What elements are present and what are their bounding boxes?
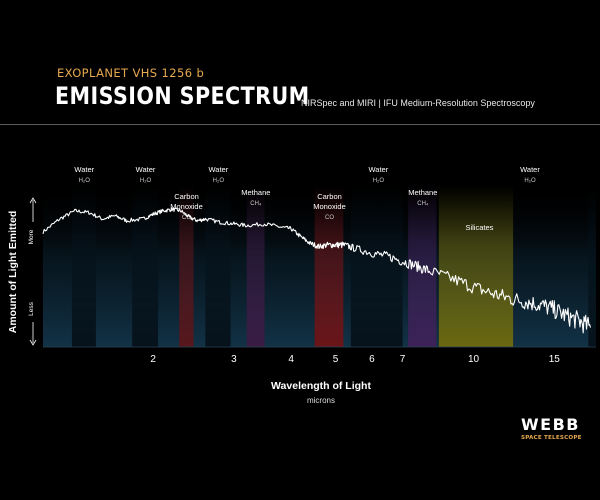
band-2 bbox=[179, 185, 194, 347]
x-tick-4: 6 bbox=[369, 354, 375, 365]
band-label-9: Water bbox=[520, 165, 540, 174]
x-tick-7: 15 bbox=[549, 354, 561, 365]
band-8 bbox=[438, 185, 514, 347]
band-4 bbox=[246, 185, 265, 347]
band-formula-0: H₂O bbox=[79, 178, 91, 184]
page-title: EMISSION SPECTRUM bbox=[55, 82, 310, 110]
y-arrowhead-up bbox=[29, 197, 37, 204]
band-9 bbox=[588, 185, 596, 347]
x-tick-labels: 2 3 4 5 6 7 10 15 bbox=[150, 354, 560, 365]
axes bbox=[29, 197, 596, 348]
band-label-6: Water bbox=[369, 165, 389, 174]
x-tick-6: 10 bbox=[468, 354, 480, 365]
spectrum-line bbox=[42, 207, 592, 334]
y-axis-label: Amount of Light Emitted bbox=[7, 211, 19, 333]
band-label-5-0: Carbon bbox=[317, 192, 342, 201]
band-formula-4: CH₄ bbox=[250, 201, 262, 207]
webb-logo: WEBB SPACE TELESCOPE bbox=[521, 415, 582, 442]
logo-subline: SPACE TELESCOPE bbox=[521, 435, 582, 441]
instrument-subtitle: NIRSpec and MIRI | IFU Medium-Resolution… bbox=[301, 98, 535, 108]
x-tick-1: 3 bbox=[231, 354, 237, 365]
band-label-3: Water bbox=[208, 165, 228, 174]
band-label-1: Water bbox=[136, 165, 156, 174]
band-6 bbox=[350, 185, 403, 347]
x-axis-units: microns bbox=[307, 396, 335, 405]
band-formula-6: H₂O bbox=[373, 178, 385, 184]
band-label-4: Methane bbox=[241, 188, 270, 197]
band-label-8: Silicates bbox=[465, 223, 493, 232]
x-tick-2: 4 bbox=[288, 354, 294, 365]
x-tick-5: 7 bbox=[400, 354, 406, 365]
band-formula-7: CH₄ bbox=[417, 201, 429, 207]
y-arrowhead-down bbox=[29, 339, 37, 346]
band-formula-3: H₂O bbox=[213, 178, 225, 184]
band-formula-5: CO bbox=[325, 215, 334, 221]
y-more-label: More bbox=[28, 229, 35, 244]
band-formula-1: H₂O bbox=[140, 178, 152, 184]
band-1 bbox=[132, 185, 159, 347]
header-divider bbox=[0, 124, 600, 125]
x-tick-3: 5 bbox=[333, 354, 339, 365]
band-labels: WaterH₂OWaterH₂OCarbonMonoxideCOWaterH₂O… bbox=[74, 165, 540, 232]
supertitle: EXOPLANET VHS 1256 b bbox=[57, 66, 205, 80]
x-tick-0: 2 bbox=[150, 354, 156, 365]
y-less-label: Less bbox=[28, 301, 35, 315]
band-label-2-1: Monoxide bbox=[170, 202, 203, 211]
band-label-5-1: Monoxide bbox=[313, 202, 346, 211]
band-3 bbox=[205, 185, 231, 347]
band-label-0: Water bbox=[74, 165, 94, 174]
band-5 bbox=[314, 185, 344, 347]
band-formula-9: H₂O bbox=[524, 178, 536, 184]
absorption-bands bbox=[71, 185, 596, 347]
band-label-2-0: Carbon bbox=[174, 192, 199, 201]
band-7 bbox=[408, 185, 437, 347]
band-formula-2: CO bbox=[182, 215, 191, 221]
x-axis-label: Wavelength of Light bbox=[271, 380, 371, 392]
logo-wordmark: WEBB bbox=[521, 415, 580, 434]
band-label-7: Methane bbox=[408, 188, 437, 197]
band-0 bbox=[71, 185, 96, 347]
